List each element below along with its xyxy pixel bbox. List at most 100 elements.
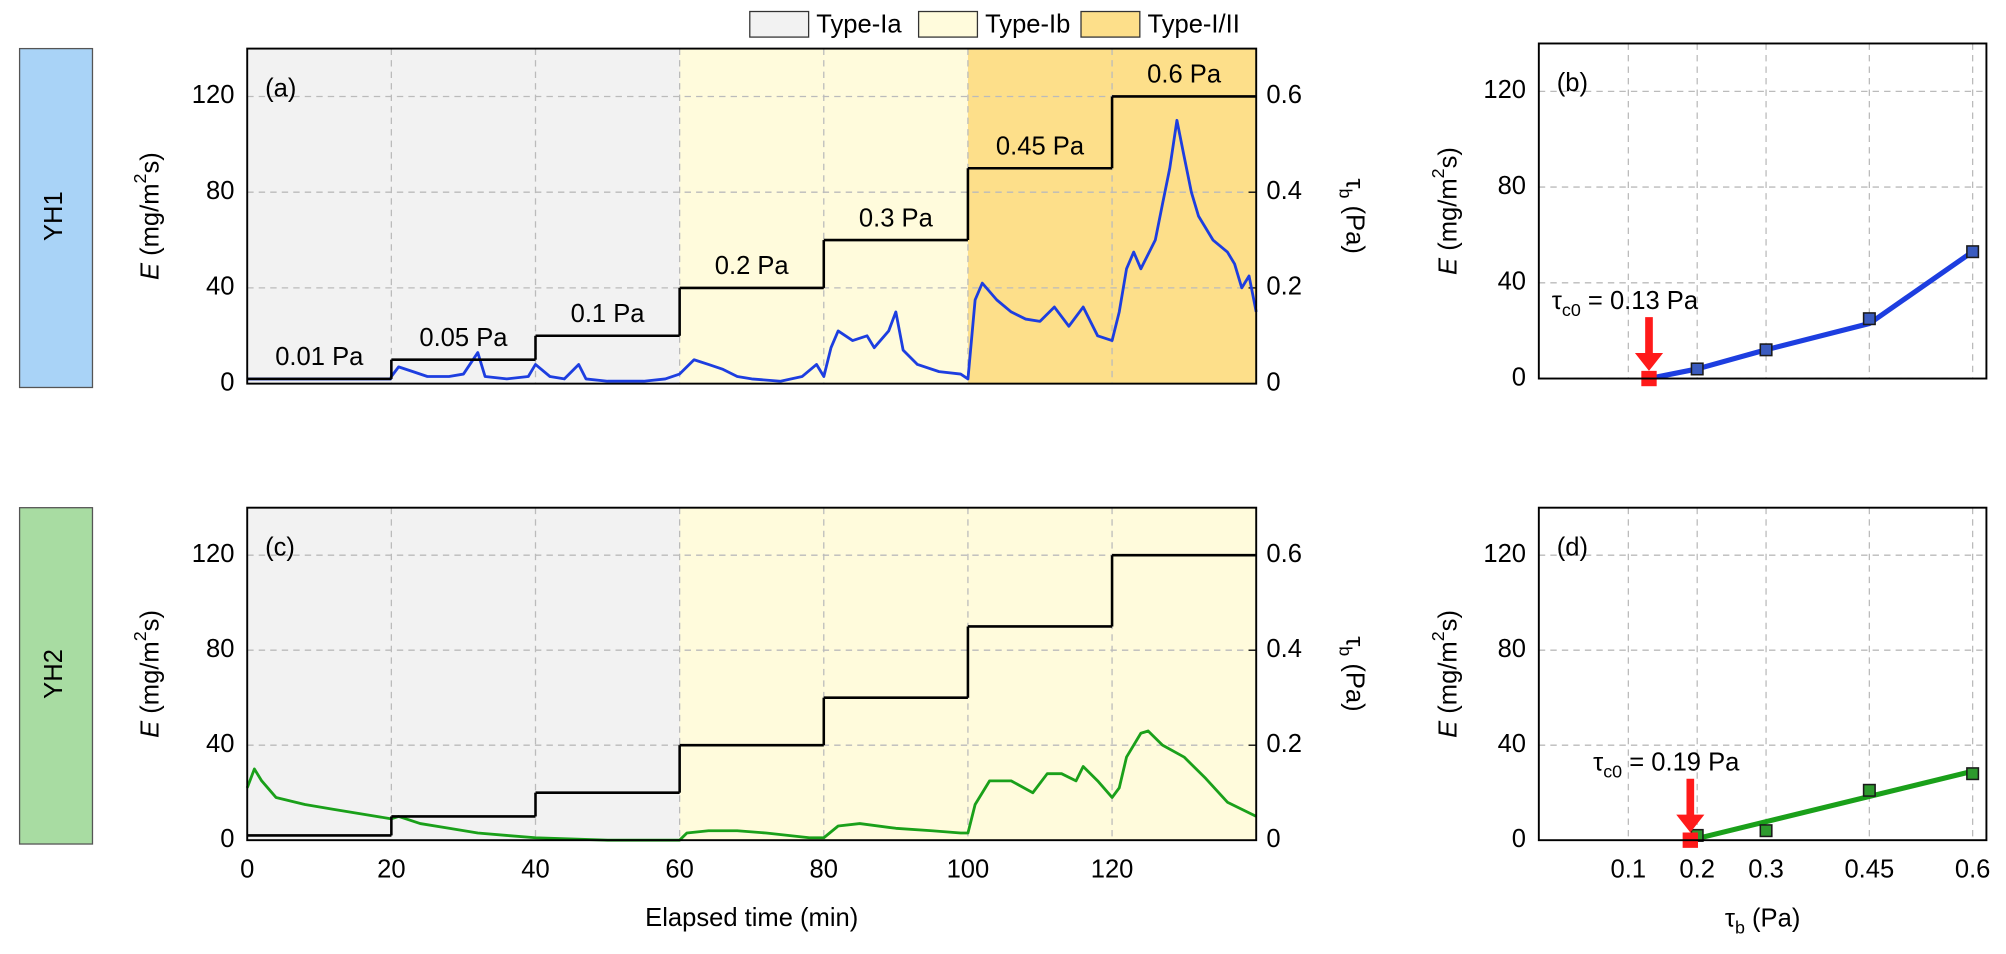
y-axis-label: E (mg/m2s) bbox=[1428, 610, 1462, 738]
plot-frame bbox=[246, 47, 1258, 385]
row-label-box bbox=[18, 507, 94, 845]
label-part: = 0.13 Pa bbox=[1581, 287, 1699, 315]
y-tick-label: 80 bbox=[206, 635, 234, 663]
marker bbox=[1862, 312, 1876, 326]
legend-swatch bbox=[1080, 10, 1141, 38]
label-part: s) bbox=[1434, 147, 1462, 168]
x-tick-label: 40 bbox=[521, 856, 549, 884]
threshold-arrowhead bbox=[1634, 352, 1664, 371]
label-part: τ bbox=[1552, 287, 1562, 315]
label-part: b bbox=[1735, 917, 1745, 937]
y-tick-label: 40 bbox=[1498, 730, 1526, 758]
label-part: 2 bbox=[1428, 168, 1448, 178]
label-part: b bbox=[1336, 646, 1356, 656]
legend-label: Type-Ib bbox=[985, 10, 1070, 38]
threshold-arrowhead bbox=[1676, 814, 1705, 833]
label-part: = 0.19 Pa bbox=[1622, 748, 1740, 776]
plot-frame bbox=[1537, 42, 1988, 380]
panel-label: (a) bbox=[265, 74, 296, 102]
y-tick-label: 0 bbox=[220, 825, 234, 853]
step-label: 0.3 Pa bbox=[859, 204, 934, 232]
x-tick-label: 100 bbox=[947, 856, 990, 884]
y-tick-label: 80 bbox=[1498, 172, 1526, 200]
label-part: (Pa) bbox=[1745, 904, 1800, 932]
x-tick-label: 0.1 bbox=[1611, 856, 1647, 884]
x-tick-label: 80 bbox=[810, 856, 838, 884]
plot-frame bbox=[246, 506, 1258, 842]
marker bbox=[1690, 362, 1704, 376]
y2-tick-label: 0.6 bbox=[1266, 540, 1302, 568]
x-tick-label: 20 bbox=[377, 856, 405, 884]
threshold-annotation: τc0 = 0.13 Pa bbox=[1552, 287, 1699, 320]
y2-tick-label: 0 bbox=[1266, 368, 1280, 396]
y-tick-label: 0 bbox=[1512, 825, 1526, 853]
label-part: E bbox=[136, 720, 164, 738]
y-tick-label: 40 bbox=[206, 730, 234, 758]
label-part: c0 bbox=[1603, 761, 1622, 781]
panel-label: (d) bbox=[1557, 533, 1588, 561]
x-axis-label: τb (Pa) bbox=[1725, 904, 1800, 937]
label-part: (mg/m bbox=[1434, 178, 1462, 258]
row-label: YH2 bbox=[40, 649, 68, 699]
x-tick-label: 0.3 bbox=[1748, 856, 1784, 884]
label-part: (Pa) bbox=[1341, 656, 1369, 711]
label-part: τ bbox=[1725, 904, 1735, 932]
row-label-box bbox=[18, 47, 94, 389]
y-axis-label: E (mg/m2s) bbox=[130, 610, 164, 738]
label-part: s) bbox=[136, 152, 164, 173]
label-part: E bbox=[136, 262, 164, 280]
region bbox=[247, 48, 680, 384]
y-tick-label: 0 bbox=[220, 368, 234, 396]
y-axis-label: E (mg/m2s) bbox=[1428, 147, 1462, 275]
row-label: YH1 bbox=[40, 191, 68, 241]
label-part: c0 bbox=[1562, 299, 1581, 319]
label-part: E bbox=[1434, 720, 1462, 738]
label-part: E bbox=[1434, 257, 1462, 275]
y2-axis-label: τb (Pa) bbox=[1336, 636, 1369, 711]
label-part: (mg/m bbox=[136, 641, 164, 721]
region bbox=[247, 507, 680, 841]
threshold-annotation: τc0 = 0.19 Pa bbox=[1593, 748, 1740, 781]
marker bbox=[1966, 767, 1980, 781]
y-tick-label: 0 bbox=[1512, 363, 1526, 391]
step-label: 0.45 Pa bbox=[996, 133, 1085, 161]
y-tick-label: 80 bbox=[1498, 635, 1526, 663]
label-part: (mg/m bbox=[1434, 641, 1462, 721]
y2-tick-label: 0.6 bbox=[1266, 81, 1302, 109]
y-tick-label: 120 bbox=[192, 540, 235, 568]
x-tick-label: 60 bbox=[665, 856, 693, 884]
y2-tick-label: 0.4 bbox=[1266, 177, 1302, 205]
label-part: s) bbox=[136, 610, 164, 631]
marker bbox=[1759, 343, 1773, 357]
x-tick-label: 120 bbox=[1091, 856, 1134, 884]
data-line bbox=[247, 118, 1258, 383]
legend-swatch bbox=[917, 10, 979, 38]
step-label: 0.1 Pa bbox=[571, 300, 646, 328]
legend-label: Type-I/II bbox=[1148, 10, 1240, 38]
label-part: b bbox=[1336, 188, 1356, 198]
panel-label: (b) bbox=[1557, 69, 1588, 97]
label-part: τ bbox=[1341, 178, 1369, 188]
y-tick-label: 40 bbox=[1498, 268, 1526, 296]
step-label: 0.05 Pa bbox=[419, 324, 508, 352]
y-tick-label: 120 bbox=[1483, 76, 1526, 104]
y2-tick-label: 0.4 bbox=[1266, 635, 1302, 663]
step-label: 0.2 Pa bbox=[715, 252, 790, 280]
label-part: (mg/m bbox=[136, 183, 164, 263]
marker bbox=[1759, 824, 1773, 838]
marker bbox=[1966, 245, 1980, 259]
step-label: 0.6 Pa bbox=[1147, 61, 1222, 89]
y2-tick-label: 0.2 bbox=[1266, 730, 1302, 758]
y-tick-label: 120 bbox=[1483, 540, 1526, 568]
y-tick-label: 80 bbox=[206, 177, 234, 205]
panel-label: (c) bbox=[265, 533, 295, 561]
y2-axis-label: τb (Pa) bbox=[1336, 178, 1369, 253]
x-tick-label: 0.45 bbox=[1844, 856, 1894, 884]
marker bbox=[1862, 783, 1876, 797]
y-tick-label: 120 bbox=[192, 81, 235, 109]
label-part: 2 bbox=[130, 631, 150, 641]
y2-tick-label: 0.2 bbox=[1266, 273, 1302, 301]
y-tick-label: 40 bbox=[206, 273, 234, 301]
step-label: 0.01 Pa bbox=[275, 343, 364, 371]
